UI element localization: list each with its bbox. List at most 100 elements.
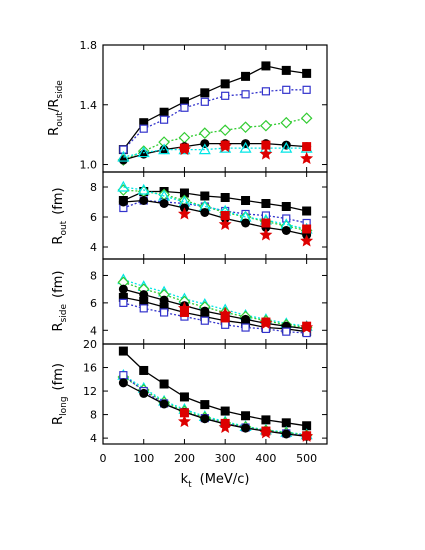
data-point bbox=[218, 307, 232, 320]
data-point bbox=[218, 139, 232, 153]
y-label-sub-side: side bbox=[55, 80, 65, 99]
data-point bbox=[300, 151, 314, 165]
x-label-sub: t bbox=[188, 480, 192, 490]
y-tick-label: 4 bbox=[90, 324, 97, 337]
data-point bbox=[139, 124, 148, 133]
y-axis-label: Rout (fm) bbox=[51, 187, 69, 244]
data-point bbox=[302, 85, 311, 94]
data-point bbox=[220, 193, 230, 202]
data-point bbox=[261, 87, 271, 96]
x-tick-label: 500 bbox=[296, 452, 317, 465]
y-label-main: R bbox=[51, 236, 66, 245]
data-point bbox=[282, 327, 291, 336]
series-line bbox=[123, 190, 307, 212]
y-tick-label: 4 bbox=[90, 241, 97, 254]
data-point bbox=[302, 206, 312, 216]
data-point bbox=[137, 183, 150, 195]
data-point bbox=[117, 180, 130, 192]
y-tick-label: 1.0 bbox=[80, 159, 98, 172]
data-point bbox=[179, 392, 189, 402]
data-point bbox=[259, 316, 273, 329]
data-point bbox=[139, 388, 149, 398]
x-label-unit: (MeV/c) bbox=[200, 472, 250, 487]
y-tick-label: 1.4 bbox=[80, 99, 98, 112]
data-point bbox=[241, 90, 250, 99]
data-point bbox=[118, 155, 128, 165]
data-point bbox=[259, 147, 273, 160]
panel-ratio: 1.0 1.4 1.8 Rout/Rside bbox=[47, 39, 328, 173]
series-line bbox=[123, 199, 307, 224]
y-tick-label: 8 bbox=[90, 269, 97, 282]
series-line bbox=[122, 65, 307, 150]
y-axis-label: Rout/Rside bbox=[47, 80, 65, 136]
y-label-sub: long bbox=[59, 396, 69, 415]
data-point bbox=[241, 323, 250, 332]
y-label-sub-out: out bbox=[55, 112, 65, 127]
data-point bbox=[221, 91, 230, 100]
series-line bbox=[123, 199, 307, 236]
data-point bbox=[118, 284, 128, 294]
data-point bbox=[159, 107, 169, 117]
data-point bbox=[177, 142, 191, 156]
data-point bbox=[261, 218, 271, 228]
data-point bbox=[200, 97, 209, 106]
data-point bbox=[200, 414, 210, 424]
data-point bbox=[200, 88, 210, 98]
data-point bbox=[300, 234, 314, 247]
data-point bbox=[139, 196, 149, 205]
series-line bbox=[123, 302, 307, 334]
data-point bbox=[118, 197, 128, 207]
y-tick-label: 1.8 bbox=[80, 39, 98, 52]
series-line bbox=[122, 89, 307, 151]
panel-rout: 4 6 8 Rout (fm) bbox=[51, 171, 328, 260]
data-point bbox=[302, 142, 312, 152]
y-axis-label: Rside (fm) bbox=[51, 271, 69, 332]
panel-rlong: 4 8 12 16 20 Rlong (fm) bbox=[51, 338, 328, 445]
data-point bbox=[261, 199, 271, 208]
data-point bbox=[282, 85, 291, 94]
y-label-unit: (fm) bbox=[51, 187, 66, 214]
x-axis-label: kt (MeV/c) bbox=[181, 472, 250, 490]
data-point bbox=[198, 143, 211, 155]
series-line bbox=[123, 147, 307, 158]
data-point bbox=[180, 103, 189, 112]
data-point bbox=[200, 316, 209, 325]
y-label-slash: /R bbox=[47, 99, 62, 112]
x-tick-label: 200 bbox=[174, 452, 195, 465]
y-tick-label: 8 bbox=[90, 181, 97, 194]
data-point bbox=[239, 141, 252, 153]
data-point bbox=[177, 414, 191, 428]
series-line bbox=[123, 117, 307, 161]
series-line bbox=[123, 382, 307, 438]
data-point bbox=[281, 429, 291, 439]
x-tick-label: 300 bbox=[215, 452, 236, 465]
data-point bbox=[118, 378, 128, 388]
y-tick-label: 8 bbox=[90, 409, 97, 422]
data-point bbox=[239, 121, 252, 134]
data-point bbox=[281, 65, 291, 75]
data-point bbox=[300, 112, 313, 125]
y-axis-label: Rlong (fm) bbox=[51, 363, 69, 425]
data-point bbox=[300, 320, 314, 334]
x-label-main: k bbox=[181, 472, 189, 487]
data-point bbox=[159, 199, 169, 208]
data-point bbox=[137, 146, 150, 158]
data-point bbox=[118, 346, 128, 356]
data-point bbox=[159, 308, 169, 317]
data-point bbox=[302, 68, 312, 78]
y-tick-label: 16 bbox=[83, 362, 97, 375]
y-tick-label: 20 bbox=[83, 338, 97, 351]
y-label-sub: side bbox=[59, 303, 69, 322]
y-tick-label: 6 bbox=[90, 211, 97, 224]
data-point bbox=[119, 371, 128, 380]
data-point bbox=[259, 426, 273, 439]
plot-frame bbox=[102, 343, 328, 445]
x-tick-label: 0 bbox=[100, 452, 107, 465]
data-point bbox=[139, 304, 148, 313]
y-label-main: R bbox=[47, 127, 62, 136]
data-point bbox=[139, 365, 149, 375]
data-point bbox=[200, 400, 210, 410]
data-point bbox=[261, 61, 271, 71]
x-tick-label: 400 bbox=[255, 452, 276, 465]
data-point bbox=[159, 399, 169, 409]
